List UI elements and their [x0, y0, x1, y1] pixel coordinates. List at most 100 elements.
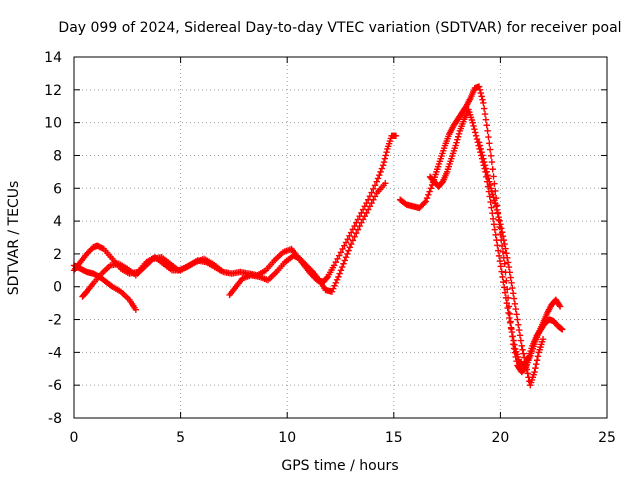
data-point	[503, 277, 510, 285]
data-point	[495, 252, 503, 260]
data-point	[500, 278, 507, 286]
data-point	[373, 178, 380, 185]
data-point	[485, 175, 492, 182]
data-point	[335, 273, 342, 281]
data-point	[483, 168, 490, 176]
data-point	[337, 249, 345, 256]
data-point	[471, 126, 478, 133]
series-trace-c	[79, 253, 225, 300]
data-point	[559, 326, 566, 333]
data-point	[382, 152, 389, 159]
data-point	[323, 274, 331, 282]
data-point	[342, 253, 350, 261]
data-point	[511, 341, 518, 349]
data-point	[484, 171, 491, 179]
data-point	[509, 284, 516, 292]
data-point	[493, 236, 500, 244]
data-point	[340, 260, 347, 267]
y-tick-label: -6	[48, 378, 62, 394]
data-point	[363, 209, 370, 217]
data-point	[501, 289, 509, 296]
data-point	[501, 260, 508, 267]
data-point	[524, 370, 531, 377]
data-point	[475, 83, 483, 90]
data-point	[353, 230, 360, 237]
data-point	[379, 162, 387, 169]
data-point	[488, 204, 495, 211]
data-point	[494, 210, 502, 217]
data-point	[476, 86, 484, 94]
data-point	[426, 188, 433, 195]
data-point	[330, 262, 338, 269]
series-trace-d	[226, 180, 389, 299]
y-axis-title: SDTVAR / TECUs	[6, 181, 22, 296]
data-point	[506, 269, 513, 276]
x-tick-label: 25	[598, 430, 616, 446]
y-tick-label: 14	[44, 50, 62, 66]
data-point	[332, 279, 340, 286]
data-point	[339, 245, 346, 253]
data-point	[500, 236, 508, 244]
data-point	[492, 231, 499, 239]
data-point	[377, 168, 384, 176]
y-tick-label: -2	[48, 313, 62, 329]
data-point	[514, 316, 521, 323]
x-axis-title: GPS time / hours	[281, 458, 398, 474]
data-point	[491, 180, 498, 187]
data-point	[495, 247, 502, 254]
data-point	[511, 300, 519, 307]
data-point	[344, 235, 351, 243]
data-point	[478, 93, 485, 100]
data-point	[483, 122, 490, 129]
data-point	[490, 194, 497, 201]
data-point	[132, 306, 140, 313]
x-tick-label: 15	[385, 430, 403, 446]
data-point	[556, 301, 563, 309]
data-point	[421, 199, 428, 206]
data-point	[371, 182, 379, 189]
data-point	[482, 116, 490, 123]
data-point	[339, 263, 346, 271]
data-point	[427, 185, 435, 192]
data-point	[533, 360, 540, 368]
data-point	[380, 158, 388, 166]
y-tick-label: -8	[48, 411, 62, 427]
data-point	[336, 270, 343, 277]
data-point	[423, 194, 431, 202]
data-point	[498, 268, 505, 275]
y-tick-label: 12	[44, 83, 62, 99]
data-point	[492, 200, 499, 207]
y-tick-label: 6	[53, 181, 62, 197]
data-point	[512, 305, 519, 313]
data-point	[508, 279, 515, 286]
data-point	[501, 284, 508, 291]
data-point	[509, 290, 517, 297]
data-point	[539, 336, 547, 343]
data-point	[492, 203, 500, 210]
data-point	[383, 148, 390, 156]
data-point	[480, 158, 488, 166]
data-point	[510, 337, 517, 344]
data-point	[332, 258, 340, 266]
data-point	[488, 158, 496, 166]
data-point	[534, 353, 542, 360]
data-point	[489, 215, 497, 222]
series-trace-g	[475, 139, 547, 389]
axes: 0 5 10 15 20 25 -8 -6 -4 -2 0 2 4 6 8 10 12 14	[44, 50, 616, 446]
data-point	[506, 314, 513, 322]
data-point	[477, 89, 484, 97]
data-point	[345, 247, 352, 254]
data-point	[484, 127, 491, 135]
data-point	[496, 217, 503, 224]
data-point	[485, 133, 492, 141]
data-point	[515, 326, 523, 334]
data-point	[487, 152, 495, 159]
data-point	[333, 276, 341, 284]
plot-frame	[73, 56, 608, 419]
data-point	[368, 199, 375, 207]
data-point	[504, 259, 512, 266]
data-point	[376, 171, 383, 179]
data-point	[523, 366, 531, 373]
data-point	[371, 193, 379, 200]
